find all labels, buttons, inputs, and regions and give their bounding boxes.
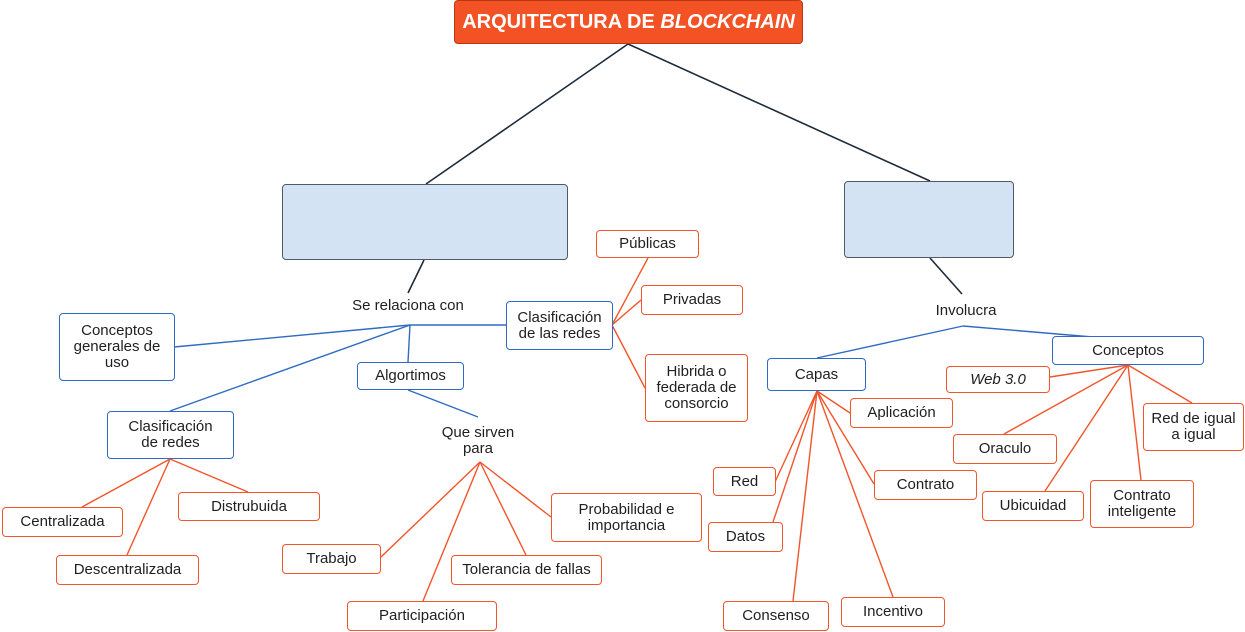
contrato-node: Contrato: [874, 470, 977, 500]
title-main: ARQUITECTURA DE: [462, 11, 661, 33]
link-relation-algoritmos: [407, 324, 411, 363]
publicas-node: Públicas: [596, 230, 699, 258]
link-clasif-distrubuida: [169, 458, 249, 493]
link-title-right: [627, 43, 931, 182]
link-conceptos-ubicuidad: [1044, 364, 1129, 492]
link-purpose-trabajo: [380, 461, 481, 558]
algoritmos-node: Algortimos: [357, 362, 464, 390]
capas-node: Capas: [767, 358, 866, 391]
link-redes-publicas: [611, 257, 649, 326]
right-relation-label: Involucra: [935, 302, 997, 319]
link-capas-datos: [772, 390, 818, 523]
tolerancia-node: Tolerancia de fallas: [451, 555, 602, 585]
link-redes-hibrida: [611, 324, 646, 389]
right-placeholder-box: [844, 181, 1014, 258]
datos-node: Datos: [708, 522, 783, 552]
link-conceptos-contrato-inteligente: [1127, 364, 1142, 481]
aplicacion-node: Aplicación: [850, 398, 953, 428]
link-clasif-descentralizada: [126, 458, 171, 556]
link-relation-conceptos-generales: [173, 324, 411, 348]
link-purpose-tolerancia: [479, 461, 527, 556]
left-relation-label: Se relaciona con: [352, 297, 464, 314]
probabilidad-node: Probabilidad e importancia: [551, 493, 702, 542]
oraculo-node: Oraculo: [953, 434, 1057, 464]
hibrida-node: Hibrida o federada de consorcio: [645, 354, 748, 422]
contrato-inteligente-node: Contrato inteligente: [1090, 480, 1194, 528]
diagram-title: ARQUITECTURA DE BLOCKCHAIN: [454, 0, 803, 44]
incentivo-node: Incentivo: [841, 597, 945, 627]
left-placeholder-box: [282, 184, 568, 260]
conceptos-generales-node: Conceptos generales de uso: [59, 313, 175, 381]
web30-node: Web 3.0: [946, 366, 1050, 393]
privadas-node: Privadas: [641, 285, 743, 315]
conceptos-node: Conceptos: [1052, 336, 1204, 365]
clasificacion-redes-node: Clasificación de redes: [107, 411, 234, 459]
link-clasif-centralizada: [81, 458, 171, 508]
link-capas-red: [774, 390, 818, 483]
ubicuidad-node: Ubicuidad: [982, 491, 1084, 521]
red-igual-node: Red de igual a igual: [1143, 403, 1244, 451]
link-redes-privadas: [611, 299, 642, 326]
centralizada-node: Centralizada: [2, 507, 123, 537]
link-capas-aplicacion: [816, 390, 851, 414]
clasificacion-de-las-redes-node: Clasificación de las redes: [506, 301, 613, 350]
link-right-box-relation: [929, 257, 963, 295]
title-emphasis: BLOCKCHAIN: [660, 11, 795, 33]
link-left-box-relation: [407, 259, 425, 294]
descentralizada-node: Descentralizada: [56, 555, 199, 585]
red-node: Red: [713, 467, 776, 496]
consenso-node: Consenso: [723, 601, 829, 631]
trabajo-node: Trabajo: [282, 544, 381, 574]
participacion-node: Participación: [347, 601, 497, 631]
link-relation-clasificacion-redes: [169, 324, 411, 412]
link-capas-incentivo: [816, 390, 894, 598]
link-capas-consenso: [792, 390, 818, 602]
link-algoritmos-purpose: [407, 389, 479, 418]
link-capas-contrato: [816, 390, 875, 485]
distrubuida-node: Distrubuida: [178, 492, 320, 521]
algoritmos-purpose-label: Que sirven para: [441, 424, 515, 457]
link-purpose-participacion: [422, 461, 481, 602]
link-title-left: [425, 43, 629, 185]
link-conceptos-red-igual: [1127, 364, 1193, 404]
link-conceptos-web30: [1049, 364, 1129, 378]
link-involucra-capas: [816, 325, 964, 359]
link-conceptos-oraculo: [1003, 364, 1129, 435]
link-purpose-probabilidad: [479, 461, 552, 518]
